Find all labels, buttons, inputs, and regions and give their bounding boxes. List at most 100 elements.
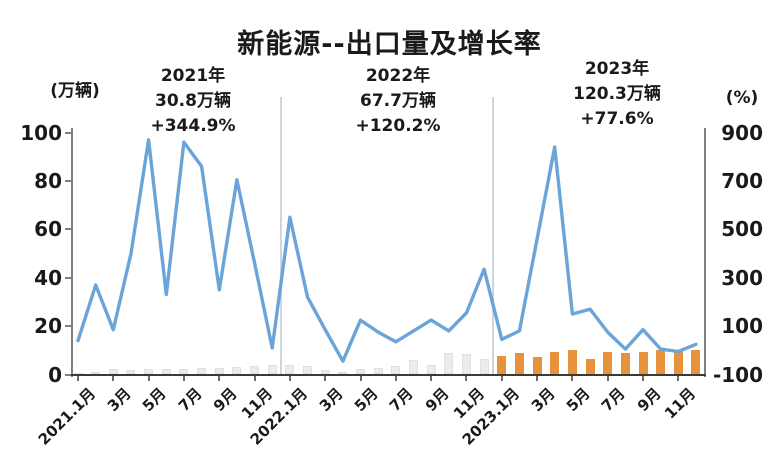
left-axis-tick-mark	[65, 276, 71, 279]
annotation-2021-year: 2021年	[160, 66, 226, 86]
export-volume-bar	[638, 351, 648, 375]
left-axis-tick-mark	[65, 373, 71, 376]
x-axis-tick-label: 3月	[103, 384, 135, 416]
export-volume-bar	[444, 352, 454, 375]
right-axis-tick-label: 300	[721, 265, 763, 290]
bottom-axis-tick-mark	[394, 376, 397, 381]
export-volume-bar	[126, 370, 136, 375]
bottom-axis-tick-mark	[500, 376, 503, 381]
export-volume-bar	[514, 353, 524, 375]
export-volume-bar	[550, 351, 560, 375]
export-volume-bar	[356, 369, 365, 375]
left-axis-unit-label: (万辆)	[50, 81, 100, 101]
export-volume-bar	[91, 371, 101, 375]
x-axis-tick-label: 9月	[633, 384, 665, 416]
annotation-2022-year: 2022年	[365, 66, 431, 86]
x-axis-tick-label: 5月	[350, 384, 382, 416]
export-volume-bar	[497, 356, 507, 375]
export-volume-bar	[567, 349, 577, 375]
annotation-2023-volume: 120.3万辆	[573, 84, 661, 104]
right-axis-line	[704, 128, 706, 377]
annotation-2023-growth: +77.6%	[580, 109, 654, 129]
export-volume-bar	[285, 364, 295, 375]
left-axis-line	[71, 128, 73, 377]
bottom-axis-tick-mark	[288, 376, 291, 381]
right-axis-tick-label: 500	[721, 217, 763, 242]
annotation-2023: 2023年 120.3万辆 +77.6%	[542, 57, 692, 132]
annotation-2023-year: 2023年	[584, 59, 650, 79]
export-volume-bar	[373, 367, 383, 375]
x-axis-tick-label: 5月	[562, 384, 594, 416]
left-axis-tick-label: 40	[34, 265, 62, 290]
export-volume-bar	[144, 369, 154, 375]
export-volume-bar	[214, 367, 224, 375]
export-volume-bar	[408, 360, 418, 375]
left-axis-tick-mark	[65, 325, 71, 328]
x-axis-tick-label: 3月	[527, 384, 559, 416]
bottom-axis-tick-mark	[77, 376, 79, 381]
x-axis-tick-label: 3月	[315, 384, 347, 416]
bottom-axis-tick-mark	[359, 376, 362, 381]
annotation-2022-volume: 67.7万辆	[360, 91, 436, 111]
export-volume-bar	[532, 356, 542, 375]
annotation-2021-volume: 30.8万辆	[155, 91, 231, 111]
year-divider-line	[280, 97, 283, 375]
export-volume-bar	[479, 359, 489, 375]
year-divider-line	[491, 97, 494, 375]
left-axis-tick-label: 20	[34, 314, 62, 339]
bottom-axis-tick-mark	[642, 376, 645, 381]
bottom-axis-tick-mark	[253, 376, 256, 381]
export-volume-bar	[603, 351, 613, 375]
bottom-axis-line	[71, 374, 706, 376]
chart-title: 新能源--出口量及增长率	[237, 29, 542, 60]
left-axis-tick-label: 60	[34, 217, 62, 242]
bottom-axis-tick-mark	[324, 376, 327, 381]
x-axis-tick-label: 9月	[421, 384, 453, 416]
export-volume-bar	[197, 368, 207, 375]
export-volume-bar	[656, 349, 666, 375]
bottom-axis-tick-mark	[465, 376, 468, 381]
left-axis-tick-mark	[65, 179, 71, 182]
bottom-axis-tick-mark	[147, 376, 150, 381]
left-axis-tick-label: 80	[34, 168, 62, 193]
export-volume-bar	[73, 372, 83, 375]
export-volume-bar	[250, 366, 260, 375]
x-axis-tick-label: 2021.1月	[34, 384, 100, 449]
x-axis-tick-label: 7月	[598, 384, 629, 416]
export-volume-bar	[320, 370, 330, 375]
export-volume-bar	[691, 349, 701, 375]
export-volume-bar	[673, 350, 683, 375]
bottom-axis-tick-mark	[571, 376, 574, 381]
bottom-axis-tick-mark	[112, 376, 115, 381]
bottom-axis-tick-mark	[182, 376, 185, 381]
export-volume-bar	[620, 352, 630, 375]
x-axis-tick-label: 9月	[209, 384, 241, 416]
export-volume-bar	[303, 366, 313, 375]
export-volume-bar	[179, 369, 189, 375]
bottom-axis-tick-mark	[536, 376, 539, 381]
left-axis-tick-mark	[65, 228, 71, 231]
x-axis-tick-label: 5月	[139, 384, 170, 416]
export-volume-bar	[108, 369, 118, 375]
bottom-axis-tick-mark	[218, 376, 221, 381]
bottom-axis-tick-mark	[677, 376, 680, 381]
right-axis-unit-label: (%)	[725, 88, 759, 108]
export-volume-bar	[232, 366, 242, 375]
export-volume-bar	[267, 365, 277, 375]
export-volume-bar	[161, 369, 171, 375]
left-axis-tick-label: 100	[20, 120, 62, 145]
export-volume-bar	[585, 358, 595, 375]
x-axis-tick-label: 7月	[386, 384, 417, 416]
x-axis-tick-label: 7月	[174, 384, 206, 416]
right-axis-tick-label: 100	[721, 314, 763, 339]
export-volume-bar	[391, 366, 401, 375]
growth-rate-line	[76, 138, 698, 363]
annotation-2022: 2022年 67.7万辆 +120.2%	[323, 64, 473, 139]
left-axis-tick-label: 0	[48, 362, 62, 387]
right-axis-tick-label: 900	[721, 120, 763, 145]
annotation-2022-growth: +120.2%	[355, 116, 441, 136]
annotation-2021: 2021年 30.8万辆 +344.9%	[118, 64, 268, 139]
export-volume-bar	[338, 372, 348, 375]
bottom-axis-tick-mark	[430, 376, 433, 381]
